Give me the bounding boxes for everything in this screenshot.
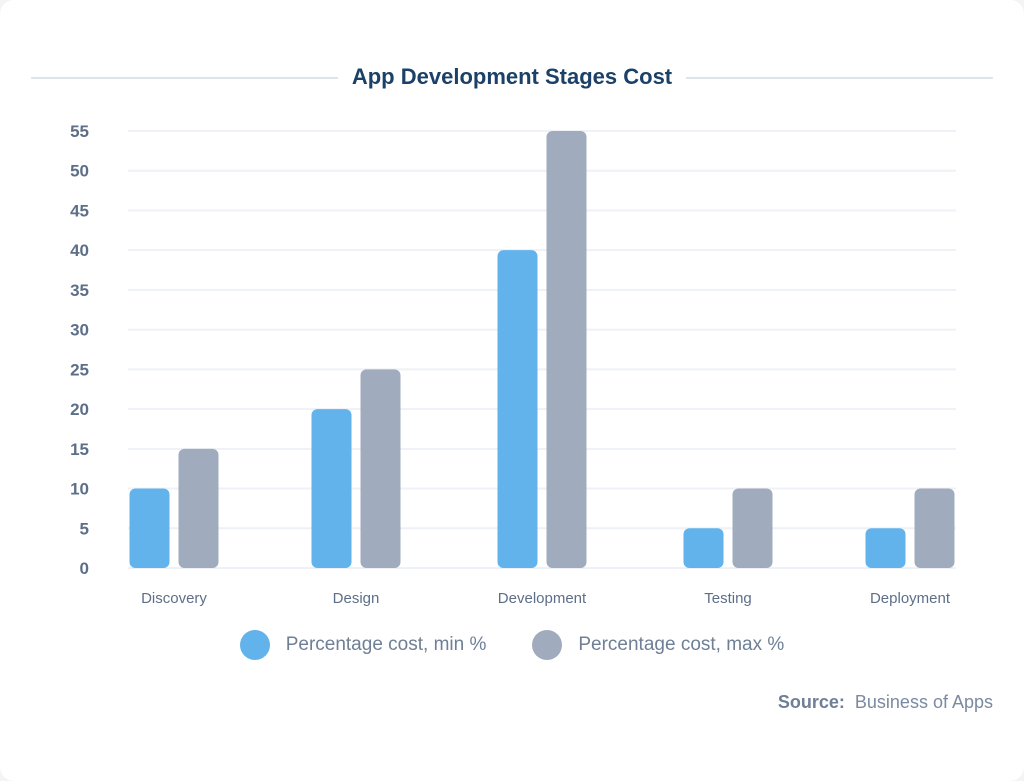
x-tick-label: Design (333, 590, 380, 607)
y-tick-label: 25 (70, 360, 89, 379)
chart-title-wrap: App Development Stages Cost (0, 64, 1024, 90)
y-tick-label: 30 (70, 321, 89, 340)
y-tick-label: 35 (70, 281, 89, 300)
legend: Percentage cost, min % Percentage cost, … (0, 630, 1024, 660)
y-tick-label: 15 (70, 440, 89, 459)
legend-label-max: Percentage cost, max % (578, 634, 785, 655)
y-tick-label: 5 (80, 519, 89, 538)
legend-swatch-min (239, 630, 270, 660)
source-label: Source: (777, 692, 845, 712)
x-tick-label: Development (498, 590, 587, 607)
source-value: Business of Apps (854, 692, 993, 712)
bar-design-max (360, 369, 401, 568)
y-tick-label: 20 (70, 400, 89, 419)
legend-item-max: Percentage cost, max % (532, 630, 784, 660)
bar-discovery-min (129, 488, 170, 568)
y-tick-label: 10 (70, 480, 89, 499)
source-note: Source: Business of Apps (778, 692, 993, 713)
legend-item-min: Percentage cost, min % (239, 630, 487, 660)
y-tick-label: 50 (70, 162, 89, 181)
bar-development-min (497, 250, 538, 568)
x-tick-label: Discovery (141, 590, 207, 607)
bar-testing-min (683, 528, 724, 568)
bar-design-min (311, 409, 352, 568)
y-tick-label: 40 (70, 241, 89, 260)
x-tick-label: Deployment (870, 590, 951, 607)
x-tick-label: Testing (704, 590, 752, 607)
chart-title: App Development Stages Cost (337, 64, 687, 89)
bar-deployment-max (914, 488, 955, 568)
bar-testing-max (732, 488, 773, 568)
y-tick-label: 55 (70, 122, 89, 141)
bar-deployment-min (865, 528, 906, 568)
legend-swatch-max (532, 630, 563, 660)
y-tick-label: 0 (80, 559, 89, 578)
bar-discovery-max (178, 448, 219, 568)
y-tick-label: 45 (70, 201, 89, 220)
bar-development-max (546, 131, 587, 568)
legend-label-min: Percentage cost, min % (285, 634, 487, 655)
